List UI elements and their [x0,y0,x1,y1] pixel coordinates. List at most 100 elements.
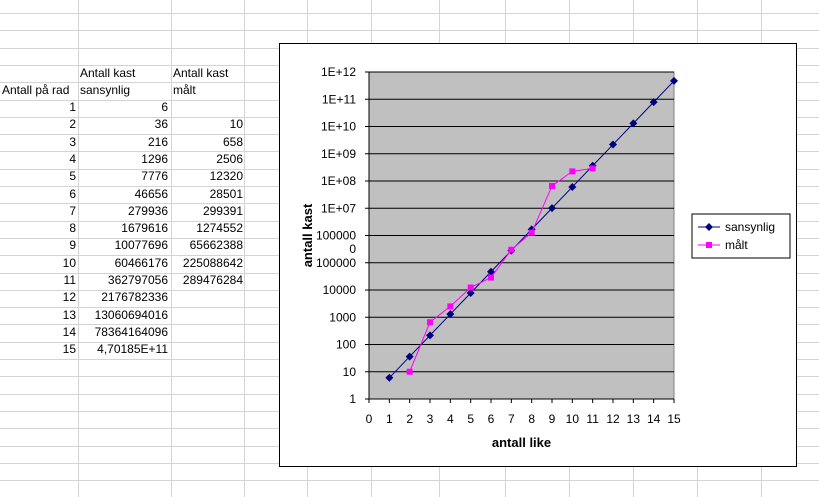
cell-col-a[interactable]: 2 [69,117,76,131]
cell-col-c[interactable]: 10 [229,117,243,131]
y-tick-label: 100000 [316,256,356,270]
data-point-målt [589,165,596,172]
cell-col-a[interactable]: 7 [69,204,76,218]
cell-col-a[interactable]: 14 [62,325,76,339]
axes [365,71,675,403]
cell-col-a[interactable]: 1 [69,100,76,114]
header-col-c-line2[interactable]: målt [173,83,196,97]
chart-object[interactable]: 1 10 100 1000 10000 100000 0 100000 1E+07 1E+08 1E… [279,43,797,467]
data-point-målt [467,284,474,291]
data-point-målt [427,319,433,326]
y-axis-title: antall kast [300,203,315,267]
cell-col-a[interactable]: 6 [69,187,76,201]
cell-col-a[interactable]: 8 [69,221,76,235]
cell-col-c[interactable] [171,307,243,324]
cell-col-b[interactable]: 1679616 [121,221,168,235]
data-point-målt [549,182,555,189]
legend-marker [705,223,713,231]
y-tick-label: 1E+12 [321,65,356,79]
cell-col-c[interactable] [171,99,243,116]
cell-col-b[interactable]: 7776 [141,169,168,183]
x-tick-label: 7 [508,412,515,426]
x-tick-label: 13 [627,412,641,426]
header-col-b-line1[interactable]: Antall kast [80,66,136,80]
cell-col-a[interactable]: 15 [62,342,76,356]
cell-col-a[interactable]: 12 [62,290,76,304]
y-tick-label: 1E+09 [321,147,356,161]
y-tick-label: 0 [349,242,356,256]
header-col-b-line2[interactable]: sansynlig [80,83,131,97]
cell-col-b[interactable]: 78364164096 [94,325,168,339]
data-point-sansynlig [426,331,434,340]
y-tick-label: 1E+08 [321,174,356,188]
cell-col-a[interactable]: 9 [69,238,76,252]
y-tick-label: 100 [336,338,356,352]
cell-col-b[interactable]: 4,70185E+11 [97,342,168,356]
cell-col-c[interactable]: 65662388 [189,238,243,252]
cell-col-b[interactable]: 6 [161,100,168,114]
cell-col-b[interactable]: 13060694016 [94,308,168,322]
x-tick-label: 4 [447,412,454,426]
x-tick-label: 6 [488,412,495,426]
cell-col-b[interactable]: 1296 [141,152,168,166]
column-gridline [78,0,79,497]
cell-col-a[interactable]: 3 [69,135,76,149]
cell-col-b[interactable]: 362797056 [107,273,168,287]
row-gridline [0,30,819,31]
cell-col-c[interactable]: 12320 [209,169,243,183]
column-gridline [171,0,172,497]
legend-marker [706,242,712,248]
legend-box [691,213,791,259]
cell-col-b[interactable]: 279936 [127,204,168,218]
x-tick-label: 8 [528,412,535,426]
cell-col-b[interactable]: 10077696 [114,238,168,252]
cell-col-a[interactable]: 4 [69,152,76,166]
legend-items: sansynlig målt [698,220,775,252]
series-line-målt [409,167,593,372]
cell-col-b[interactable]: 36 [154,117,168,131]
row-gridline [0,13,819,14]
cell-col-c[interactable]: 28501 [209,187,243,201]
row-gridline [0,480,819,481]
y-tick-label: 10 [343,365,357,379]
cell-col-b[interactable]: 46656 [134,187,168,201]
cell-col-c[interactable]: 1274552 [196,221,243,235]
y-tick-label: 1E+11 [322,92,356,106]
cell-col-a[interactable]: 13 [62,308,76,322]
cell-col-b[interactable]: 216 [147,135,168,149]
cell-col-a[interactable]: 10 [62,256,76,270]
cell-col-c[interactable]: 289476284 [182,273,243,287]
data-point-sansynlig [568,182,577,191]
cell-col-a[interactable]: 11 [63,273,76,287]
legend-label: sansynlig [725,220,775,234]
data-point-sansynlig [466,288,475,297]
x-tick-label: 15 [667,412,681,426]
x-tick-labels: 0 1 2 3 4 5 6 7 8 9 10 11 12 13 14 15 [366,412,681,426]
cell-col-b[interactable]: 2176782336 [101,290,168,304]
cell-col-c[interactable]: 658 [222,135,243,149]
x-tick-label: 9 [549,412,556,426]
cell-col-c[interactable]: 299391 [202,204,243,218]
y-tick-label: 1E+10 [321,120,356,134]
cell-col-c[interactable] [171,341,243,358]
data-point-sansynlig [487,267,495,276]
header-col-a[interactable]: Antall på rad [2,83,70,97]
data-point-målt [488,274,494,281]
y-tick-label: 1 [349,392,356,406]
cell-col-a[interactable]: 5 [69,169,76,183]
x-tick-label: 5 [467,412,474,426]
legend[interactable]: sansynlig målt [691,213,791,259]
cell-col-c[interactable]: 225088642 [182,256,243,270]
cell-col-c[interactable] [171,324,243,341]
x-tick-label: 11 [586,412,599,426]
cell-col-b[interactable]: 60466176 [114,256,168,270]
cell-col-c[interactable] [171,289,243,306]
data-point-sansynlig [385,373,394,382]
x-tick-label: 14 [647,412,661,426]
cell-col-c[interactable]: 2506 [216,152,243,166]
header-col-c-line1[interactable]: Antall kast [173,66,229,80]
data-point-sansynlig [405,352,414,361]
x-tick-label: 3 [427,412,434,426]
x-tick-label: 12 [606,412,620,426]
